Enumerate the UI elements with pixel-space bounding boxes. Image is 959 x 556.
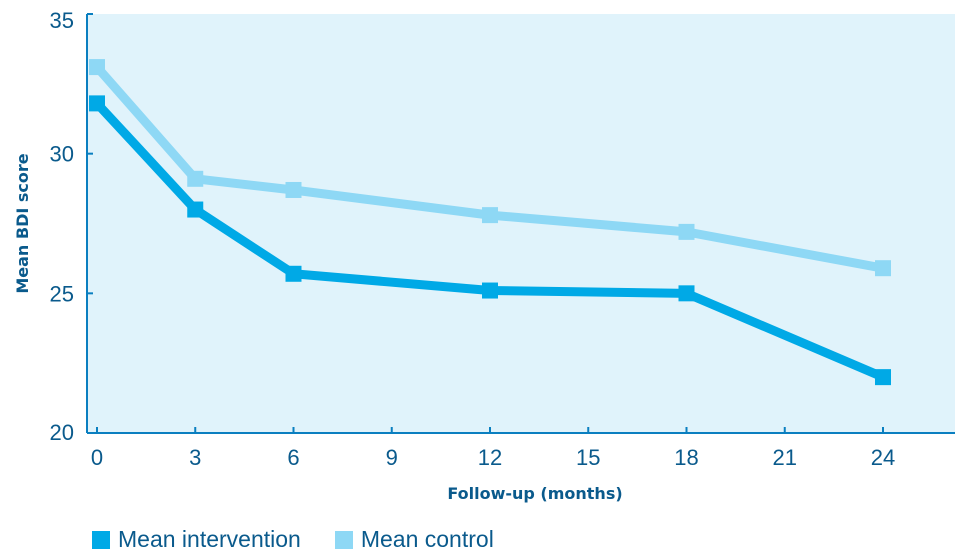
- x-axis-title: Follow-up (months): [447, 484, 622, 503]
- x-tick-label: 3: [189, 445, 201, 470]
- data-point-mean-control: [875, 260, 891, 277]
- x-tick-label: 24: [871, 445, 895, 470]
- series-line-mean-control: [93, 64, 884, 273]
- x-tick-label: 0: [91, 445, 103, 470]
- data-point-mean-intervention: [678, 285, 695, 302]
- legend-swatch-intervention: [92, 530, 110, 549]
- x-tick-label: 9: [386, 445, 398, 470]
- legend-label-control: Mean control: [360, 526, 494, 552]
- data-point-mean-control: [285, 181, 302, 198]
- legend-item-control: Mean control: [334, 526, 494, 553]
- y-tick-label: 30: [50, 142, 74, 167]
- data-point-mean-intervention: [482, 282, 498, 299]
- x-tick-label: 21: [773, 445, 797, 470]
- data-point-mean-intervention: [89, 95, 105, 112]
- y-axis-title: Mean BDI score: [13, 153, 32, 293]
- series-line-mean-intervention: [93, 100, 885, 382]
- data-point-mean-control: [678, 223, 695, 240]
- legend-item-intervention: Mean intervention: [92, 526, 301, 553]
- legend: Mean intervention Mean control: [92, 526, 528, 553]
- series-layer: [89, 59, 891, 386]
- x-axis-ticks: 0 3 6 9 12 15 18 21 24: [91, 427, 895, 470]
- data-point-mean-control: [482, 207, 498, 224]
- x-tick-label: 12: [478, 445, 502, 470]
- legend-label-intervention: Mean intervention: [118, 526, 301, 552]
- data-point-mean-intervention: [187, 201, 204, 218]
- data-point-mean-intervention: [875, 369, 891, 386]
- y-tick-label: 25: [50, 281, 74, 306]
- x-tick-label: 15: [576, 445, 600, 470]
- data-point-mean-intervention: [285, 265, 302, 282]
- x-tick-label: 6: [287, 445, 299, 470]
- legend-swatch-control: [334, 530, 353, 549]
- data-point-mean-control: [89, 59, 105, 76]
- y-axis-ticks: 20 25 30 35: [50, 8, 93, 445]
- plot-area: [87, 14, 955, 433]
- y-tick-label: 20: [50, 420, 74, 445]
- data-point-mean-control: [187, 170, 204, 187]
- y-tick-label: 35: [50, 8, 74, 33]
- x-tick-label: 18: [674, 445, 698, 470]
